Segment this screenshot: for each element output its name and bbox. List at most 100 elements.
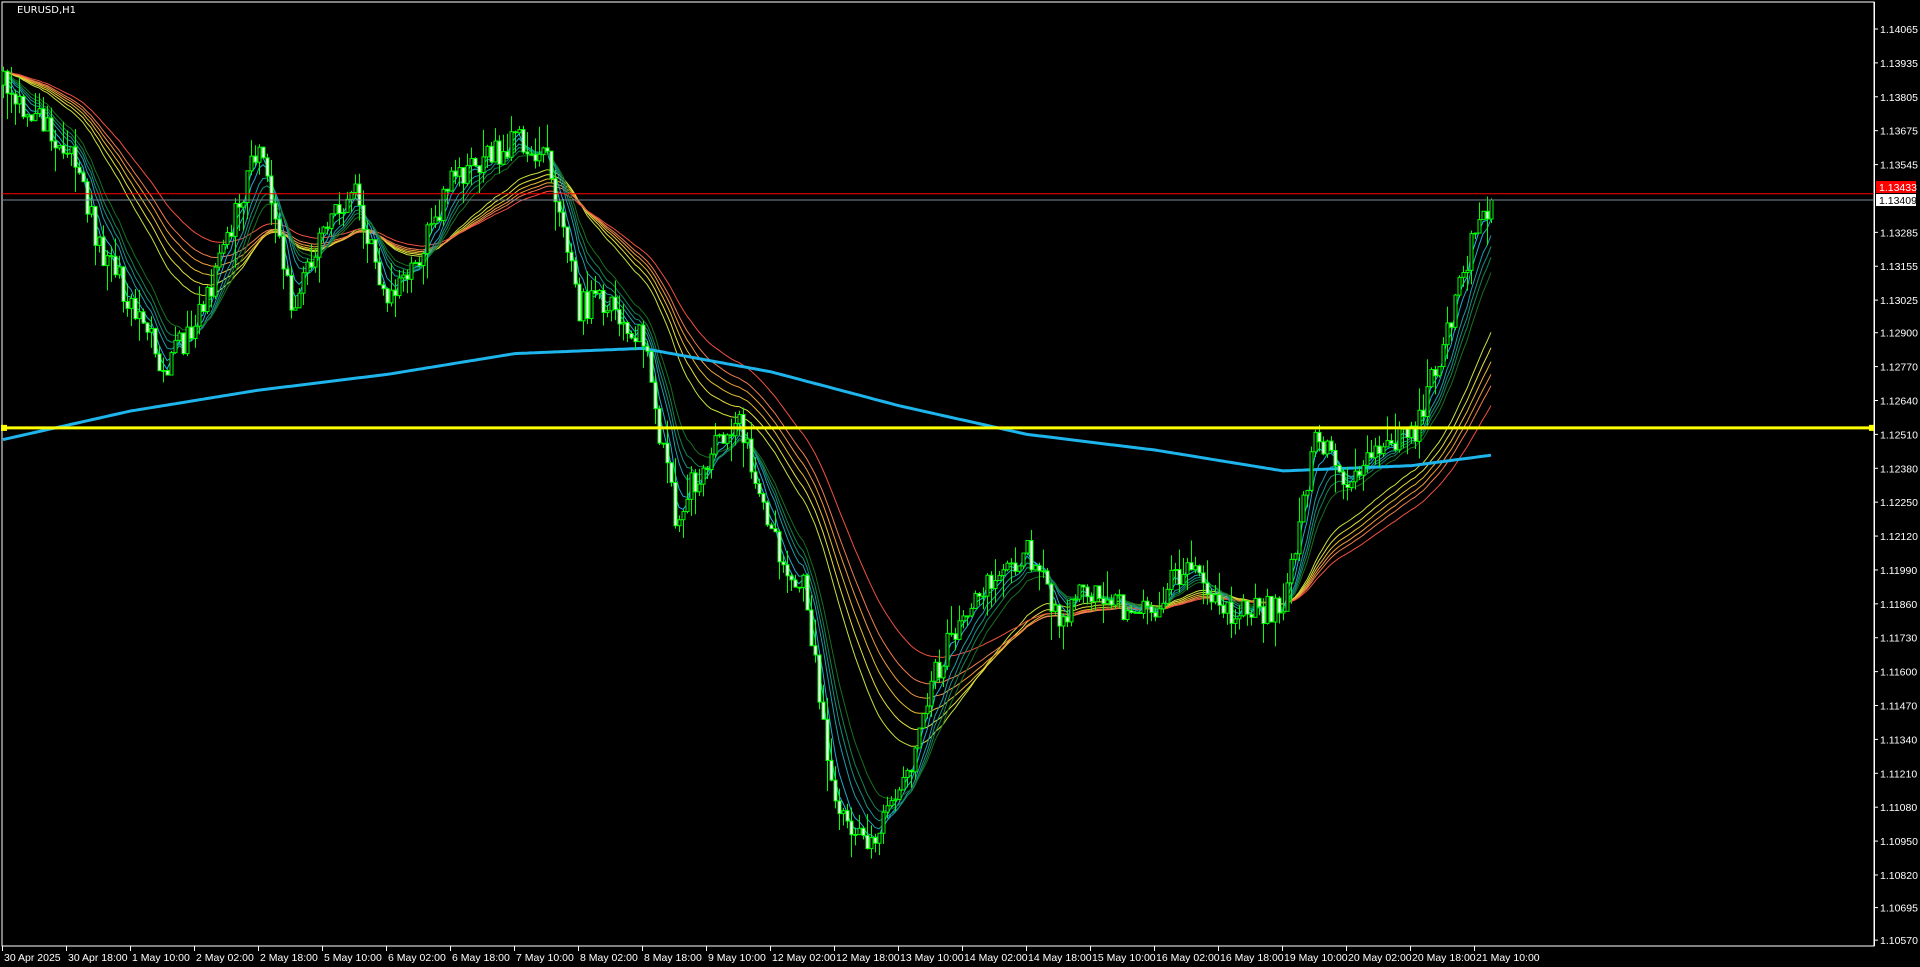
candle-body (865, 834, 870, 850)
candle (1345, 466, 1350, 501)
candle (405, 269, 410, 294)
candle (845, 803, 850, 829)
candle (1197, 564, 1202, 577)
candle (593, 276, 598, 298)
candle (145, 322, 150, 341)
candle-body (809, 609, 814, 647)
candle (817, 654, 822, 710)
candle-body (73, 146, 78, 168)
candle-body (1085, 586, 1090, 598)
candle-body (525, 151, 530, 155)
candle-body (1261, 606, 1266, 624)
price-tick-label: 1.10695 (1880, 903, 1918, 915)
candle-body (693, 472, 698, 493)
candle (1005, 560, 1010, 572)
candle-body (517, 129, 522, 134)
candle-body (861, 827, 866, 836)
candle (197, 286, 202, 335)
candle (549, 150, 554, 183)
candle (1337, 464, 1342, 473)
candle-body (1249, 613, 1254, 618)
candle-body (781, 561, 786, 566)
candle (409, 256, 414, 293)
line-handle-left[interactable] (1, 424, 7, 431)
candle (497, 135, 502, 174)
candle-body (413, 262, 418, 265)
candle-body (421, 253, 426, 267)
candle-body (621, 321, 626, 325)
candle (305, 258, 310, 285)
candle (313, 248, 318, 273)
candle-body (1077, 584, 1082, 600)
candle-body (737, 414, 742, 424)
candle-body (197, 303, 202, 327)
candle-body (661, 442, 666, 445)
candle-body (129, 297, 134, 309)
candle (289, 266, 294, 319)
candle (1001, 563, 1006, 598)
candle (249, 140, 254, 176)
candle (137, 289, 142, 341)
candle-body (1221, 604, 1226, 614)
candle-body (1133, 611, 1138, 614)
candle-body (345, 198, 350, 213)
candle (293, 295, 298, 311)
candle-body (45, 117, 50, 132)
candle (357, 173, 362, 221)
candle (1325, 439, 1330, 458)
candle-body (1485, 210, 1490, 220)
candle (1085, 584, 1090, 605)
candle-body (905, 769, 910, 778)
candle (1173, 562, 1178, 584)
candle (441, 186, 446, 226)
candle (325, 221, 330, 235)
candle-body (1273, 597, 1278, 623)
candle-body (1025, 540, 1030, 554)
candle-body (337, 204, 342, 214)
candle (1045, 567, 1050, 585)
candle (893, 789, 898, 812)
candle-body (357, 183, 362, 206)
candle-body (85, 181, 90, 215)
candle (693, 469, 698, 515)
candle (577, 277, 582, 322)
candle (101, 225, 106, 267)
candle-body (989, 574, 994, 590)
candle-body (1073, 598, 1078, 601)
candle (689, 466, 694, 516)
candle-body (805, 574, 810, 611)
candle (1485, 196, 1490, 246)
candle (149, 316, 154, 348)
candle-body (1161, 602, 1166, 610)
candle (745, 432, 750, 449)
candle-body (1381, 446, 1386, 455)
candle (1021, 552, 1026, 570)
candle-body (965, 615, 970, 618)
candle-body (713, 435, 718, 455)
candle (629, 330, 634, 340)
candle (201, 300, 206, 313)
candle-body (69, 146, 74, 154)
candle (341, 208, 346, 227)
candle-body (769, 524, 774, 530)
price-tick-label: 1.10570 (1880, 935, 1918, 947)
candle-body (1461, 271, 1466, 278)
price-tick-label: 1.11600 (1880, 667, 1917, 679)
candle (489, 142, 494, 164)
candle-body (585, 291, 590, 320)
candle-body (293, 307, 298, 311)
candle-body (333, 204, 338, 215)
line-handle-right[interactable] (1869, 424, 1875, 431)
candle-body (685, 498, 690, 513)
candle-body (77, 166, 82, 174)
candle (857, 814, 862, 836)
candle-body (269, 175, 274, 204)
candle-body (929, 680, 934, 707)
candle-body (161, 370, 166, 373)
candle-body (1293, 553, 1298, 560)
candle-body (1169, 569, 1174, 590)
candle (1481, 210, 1486, 221)
candle-body (1013, 562, 1018, 572)
candle (317, 227, 322, 283)
